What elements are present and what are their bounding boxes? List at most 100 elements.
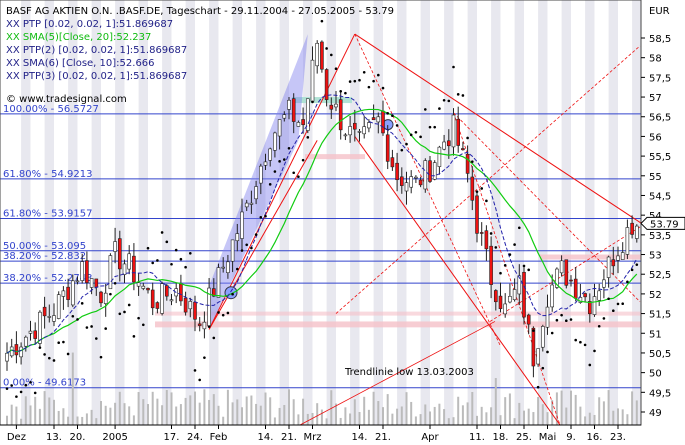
- y-tick-label: 49,5: [649, 388, 671, 399]
- candle-body: [89, 278, 94, 288]
- y-tick-label: 55,5: [649, 152, 671, 163]
- candle-body: [310, 59, 315, 102]
- volume-bar: [532, 412, 535, 425]
- sar-dot: [358, 78, 361, 82]
- resistance-band: [540, 254, 641, 260]
- sar-dot: [15, 395, 18, 398]
- candle-body: [47, 316, 52, 318]
- candle-body: [254, 186, 258, 200]
- sar-dot: [99, 355, 103, 359]
- candle-body: [75, 280, 80, 283]
- candle-body: [56, 294, 61, 319]
- sar-dot: [179, 257, 183, 261]
- volume-bar: [250, 395, 253, 425]
- candle-body: [432, 162, 437, 180]
- sar-dot: [62, 340, 65, 344]
- volume-bar: [81, 416, 84, 425]
- sar-dot: [320, 19, 324, 23]
- y-tick-label: 56,5: [649, 113, 671, 124]
- candle-body: [103, 292, 108, 304]
- volume-bar: [555, 392, 558, 425]
- volume-bar: [513, 418, 516, 425]
- sar-dot: [325, 47, 328, 50]
- candle-body: [418, 179, 423, 186]
- volume-bar: [147, 404, 149, 425]
- candle-body: [423, 160, 428, 190]
- y-tick-label: 58,5: [649, 34, 671, 45]
- volume-bar: [480, 406, 483, 425]
- candle-body: [536, 348, 540, 365]
- sar-dot: [499, 271, 502, 275]
- sar-dot: [19, 390, 23, 394]
- weekend-stripes: [21, 0, 642, 425]
- volume-bar: [584, 416, 587, 425]
- volume-bar: [170, 392, 173, 425]
- candle-body: [23, 336, 28, 347]
- volume-bar: [358, 412, 361, 425]
- sar-dot: [508, 253, 512, 256]
- weekend-stripe: [444, 0, 454, 425]
- candle-body: [188, 301, 193, 310]
- x-tick-label: 9.: [566, 432, 576, 443]
- candle-body: [587, 301, 592, 315]
- volume-bar: [598, 397, 601, 425]
- copyright: © www.tradesignal.com: [6, 94, 127, 105]
- x-tick-label: 24.: [187, 432, 203, 443]
- volume-bar: [184, 397, 187, 425]
- sar-dot: [109, 292, 112, 296]
- x-tick-label: 25.: [516, 432, 532, 443]
- volume-bar: [123, 403, 126, 425]
- y-tick-label: 56: [649, 132, 662, 143]
- sar-dot: [377, 73, 380, 77]
- weekend-stripe: [185, 0, 195, 425]
- volume-bar: [617, 408, 619, 425]
- sar-dot: [170, 262, 173, 266]
- candle-body: [202, 321, 207, 330]
- sar-dot: [461, 94, 465, 97]
- candle-body: [240, 211, 244, 239]
- candle-body: [273, 132, 277, 151]
- volume-bar: [518, 402, 521, 425]
- volume-bar: [537, 397, 540, 425]
- sar-dot: [607, 297, 610, 301]
- sar-dot: [588, 363, 592, 367]
- weekend-stripe: [585, 0, 595, 425]
- fib-level-label: 38.20% - 52.832: [3, 251, 86, 262]
- sar-dot: [400, 148, 404, 152]
- volume-bar: [386, 394, 389, 425]
- sar-dot: [85, 326, 89, 329]
- y-axis: 49 49,5 50 50,5 51 51,5 52 52,5 53 53,5 54 54,5 55 55…: [641, 34, 671, 419]
- sar-dot: [29, 380, 32, 384]
- volume-bar: [29, 405, 32, 425]
- volume-bar: [612, 410, 615, 425]
- sar-dot: [207, 325, 211, 328]
- volume-bar: [255, 403, 258, 425]
- weekend-stripe: [44, 0, 54, 425]
- last-price-tag: [640, 216, 685, 230]
- sar-dot: [250, 246, 253, 250]
- weekend-stripe: [420, 0, 430, 425]
- candle-body: [634, 225, 639, 239]
- sar-dot: [466, 136, 469, 140]
- weekend-stripe: [561, 0, 571, 425]
- sar-dot: [90, 325, 93, 328]
- sar-dot: [76, 318, 79, 321]
- volume-bar: [635, 400, 638, 425]
- volume-bar: [179, 404, 182, 425]
- y-tick-label: 51,5: [649, 310, 671, 321]
- y-tick-label: 54,5: [649, 191, 671, 202]
- sar-dot: [452, 65, 455, 69]
- candle-body: [85, 260, 89, 283]
- candle-body: [108, 255, 113, 290]
- candle-body: [526, 314, 531, 325]
- fan-line: [335, 45, 641, 314]
- candle-body: [630, 222, 634, 235]
- sar-dot: [226, 311, 230, 315]
- volume-bar: [508, 393, 511, 425]
- volume-bar: [104, 405, 107, 425]
- uptrend-upper-line: [208, 33, 356, 330]
- sar-dot: [635, 263, 639, 266]
- x-tick-label: 23.: [610, 432, 626, 443]
- candle-body: [282, 114, 287, 119]
- y-tick-label: 50: [649, 369, 662, 380]
